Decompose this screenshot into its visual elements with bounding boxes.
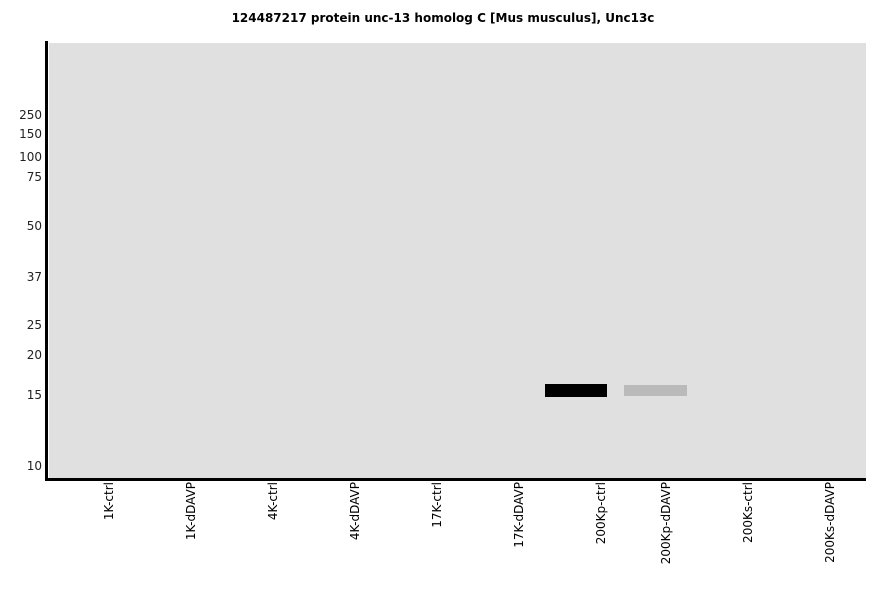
protein-band <box>545 384 607 397</box>
x-axis-tick-label: 1K-ctrl <box>102 482 116 521</box>
y-axis-tick-label: 250 <box>19 108 42 122</box>
x-axis-tick-label: 4K-dDAVP <box>348 482 362 541</box>
y-axis-tick-label: 20 <box>26 348 42 362</box>
y-axis-tick-label: 50 <box>26 219 42 233</box>
y-axis-line <box>45 41 48 481</box>
y-axis-tick-label: 75 <box>26 170 42 184</box>
x-axis-tick-label: 1K-dDAVP <box>184 482 198 541</box>
y-axis-tick-label: 15 <box>26 388 42 402</box>
protein-band <box>624 385 687 396</box>
x-axis-tick-label: 200Ks-ctrl <box>741 482 755 543</box>
y-axis-tick-label: 150 <box>19 127 42 141</box>
y-axis-tick-label: 37 <box>26 270 42 284</box>
x-axis-tick-label: 200Kp-ctrl <box>594 482 608 545</box>
x-axis-tick-label: 17K-ctrl <box>430 482 444 528</box>
x-axis-line <box>45 478 866 481</box>
y-axis-tick-label: 25 <box>26 318 42 332</box>
y-axis-tick-label: 10 <box>26 459 42 473</box>
x-axis-tick-label: 200Kp-dDAVP <box>659 482 673 565</box>
x-axis-tick-label: 17K-dDAVP <box>512 482 526 548</box>
page-title: 124487217 protein unc-13 homolog C [Mus … <box>231 11 655 25</box>
x-axis-tick-label: 4K-ctrl <box>266 482 280 521</box>
y-axis-tick-label: 100 <box>19 150 42 164</box>
plot-area <box>49 43 866 478</box>
x-axis-tick-label: 200Ks-dDAVP <box>823 482 837 563</box>
